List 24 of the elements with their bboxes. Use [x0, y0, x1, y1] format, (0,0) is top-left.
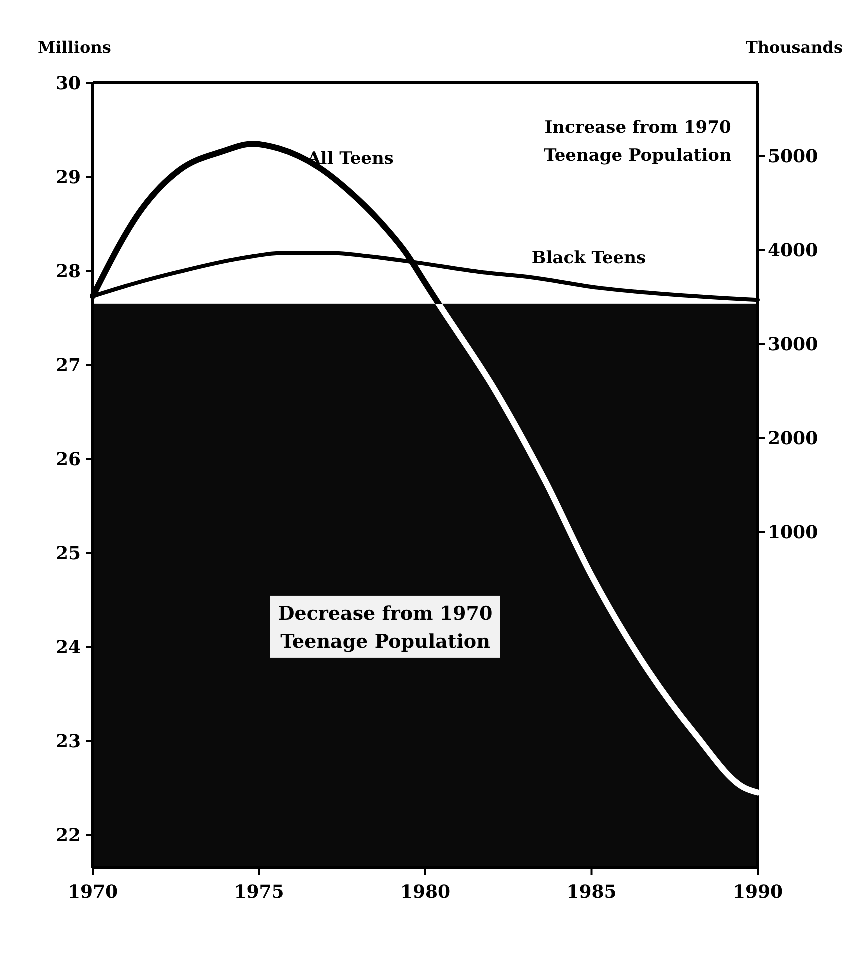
y-axis-title: Millions [38, 38, 112, 57]
x-tick-label: 1985 [566, 882, 617, 903]
x-tick-label: 1980 [400, 882, 451, 903]
x-tick-label: 1990 [732, 882, 784, 903]
y2-tick-label: 3000 [768, 334, 818, 356]
y-tick-label: 25 [56, 543, 81, 564]
y-tick-label: 30 [56, 73, 81, 94]
y-tick-label: 23 [56, 731, 81, 752]
band-label: Decrease from 1970 Teenage Population [278, 602, 493, 653]
y-tick-label: 29 [56, 167, 81, 188]
series-label: Black Teens [532, 248, 646, 269]
y2-tick-label: 2000 [768, 428, 818, 450]
y2-tick-label: 4000 [768, 240, 818, 262]
y2-tick-label: 5000 [768, 146, 818, 168]
y2-tick-label: 1000 [768, 522, 818, 544]
y-tick-label: 28 [56, 261, 81, 282]
x-tick-label: 1970 [68, 882, 118, 903]
y-tick-label: 26 [56, 449, 81, 470]
x-tick-label: 1975 [234, 882, 284, 903]
y-tick-label: 24 [56, 637, 81, 658]
y-tick-label: 22 [56, 825, 81, 846]
annotation: Increase from 1970 Teenage Population [544, 118, 732, 166]
y-tick-label: 27 [56, 355, 81, 376]
y2-axis-title: Thousands [746, 38, 843, 57]
